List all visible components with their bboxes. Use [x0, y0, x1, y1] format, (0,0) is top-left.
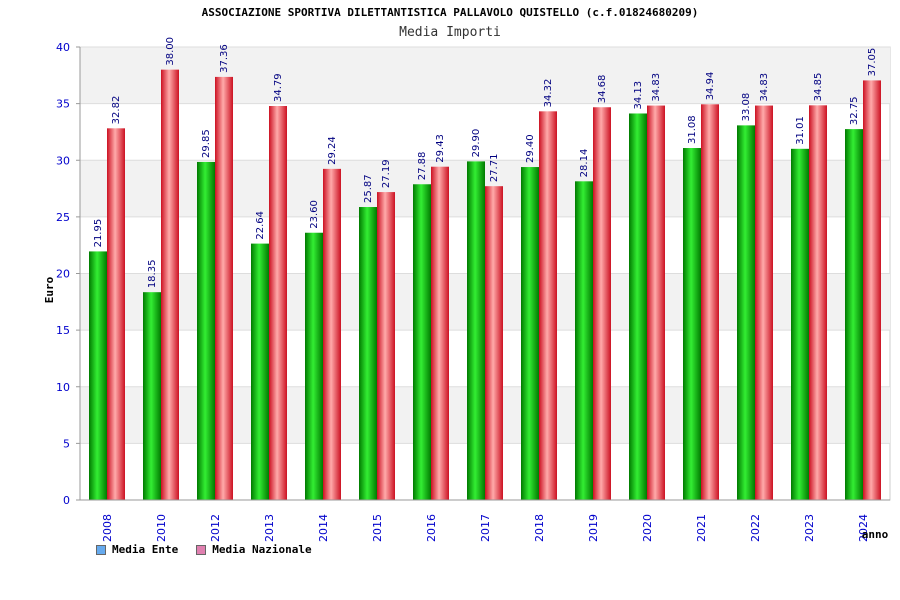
- y-tick-label: 35: [56, 98, 70, 111]
- bar-media-ente: [791, 148, 809, 500]
- y-tick-label: 10: [56, 381, 70, 394]
- data-label: 38.00: [165, 37, 176, 66]
- x-tick-label: 2024: [857, 514, 870, 542]
- chart-title: ASSOCIAZIONE SPORTIVA DILETTANTISTICA PA…: [201, 6, 699, 19]
- legend-swatch-nazionale: [196, 544, 207, 555]
- x-tick-label: 2014: [317, 514, 330, 542]
- data-label: 34.13: [633, 81, 644, 110]
- bar-media-ente: [305, 232, 323, 501]
- bar-media-ente: [89, 251, 107, 500]
- x-tick-label: 2020: [641, 514, 654, 542]
- bar-media-ente: [845, 129, 863, 500]
- y-tick-label: 25: [56, 211, 70, 224]
- y-tick-label: 0: [63, 494, 70, 507]
- bars-group: [89, 69, 881, 501]
- bar-media-nazionale: [755, 105, 773, 501]
- data-label: 34.68: [597, 75, 608, 104]
- bar-media-nazionale: [701, 104, 719, 500]
- bar-media-nazionale: [161, 69, 179, 501]
- data-label: 27.88: [417, 152, 428, 181]
- x-tick-label: 2013: [263, 514, 276, 542]
- data-label: 32.82: [111, 96, 122, 125]
- legend-label-ente: Media Ente: [112, 543, 179, 556]
- x-tick-label: 2018: [533, 514, 546, 542]
- data-label: 29.85: [201, 129, 212, 158]
- data-label: 27.19: [381, 159, 392, 188]
- bar-media-ente: [251, 243, 269, 501]
- axes-group: 0 5 10 15 20 25 30 35 40 2008 2010 2012 2013 2014 2015…: [56, 41, 890, 542]
- legend-label-nazionale: Media Nazionale: [212, 543, 312, 556]
- data-label: 25.87: [363, 174, 374, 203]
- data-label: 29.40: [525, 134, 536, 163]
- y-tick-label: 30: [56, 154, 70, 167]
- bar-media-nazionale: [431, 166, 449, 500]
- bar-media-ente: [737, 125, 755, 500]
- bar-media-nazionale: [377, 192, 395, 501]
- bar-media-ente: [359, 207, 377, 500]
- data-label: 34.83: [759, 73, 770, 102]
- data-label: 23.60: [309, 200, 320, 229]
- bar-media-ente: [683, 148, 701, 501]
- bar-media-nazionale: [323, 168, 341, 500]
- bar-media-nazionale: [269, 106, 287, 501]
- legend-swatch-ente: [96, 544, 106, 555]
- data-label: 22.64: [255, 211, 266, 240]
- bar-media-ente: [143, 292, 161, 500]
- bar-media-nazionale: [485, 186, 503, 500]
- data-label: 37.36: [219, 44, 230, 73]
- data-label: 29.43: [435, 134, 446, 163]
- data-label: 28.14: [579, 149, 590, 178]
- y-tick-label: 20: [56, 268, 70, 281]
- bar-media-ente: [197, 161, 215, 501]
- x-tick-label: 2023: [803, 514, 816, 542]
- y-axis-title: Euro: [43, 276, 56, 303]
- data-label: 29.90: [471, 129, 482, 158]
- x-tick-label: 2015: [371, 514, 384, 542]
- x-tick-label: 2010: [155, 514, 168, 542]
- data-label: 21.95: [93, 219, 104, 248]
- bar-media-nazionale: [863, 80, 881, 500]
- bar-media-nazionale: [107, 128, 125, 500]
- x-tick-label: 2019: [587, 514, 600, 542]
- x-tick-label: 2016: [425, 514, 438, 542]
- data-label: 32.75: [849, 96, 860, 125]
- legend-item-ente: Media Ente: [96, 543, 178, 556]
- data-label: 31.08: [687, 115, 698, 144]
- x-tick-label: 2021: [695, 514, 708, 542]
- data-label: 33.08: [741, 93, 752, 122]
- data-label: 37.05: [867, 48, 878, 77]
- data-label: 29.24: [327, 136, 338, 165]
- bar-media-nazionale: [647, 105, 665, 501]
- x-axis-title: anno: [862, 528, 889, 541]
- data-label: 27.71: [489, 154, 500, 183]
- bar-media-ente: [467, 161, 485, 500]
- data-label: 31.01: [795, 116, 806, 145]
- x-tick-label: 2022: [749, 514, 762, 542]
- data-label: 34.94: [705, 72, 716, 101]
- bar-media-nazionale: [215, 76, 233, 500]
- x-tick-label: 2012: [209, 514, 222, 542]
- legend-item-nazionale: Media Nazionale: [196, 543, 312, 556]
- x-tick-label: 2008: [101, 514, 114, 542]
- bar-media-ente: [575, 181, 593, 500]
- bar-media-ente: [629, 113, 647, 500]
- y-tick-label: 5: [63, 437, 70, 450]
- data-label: 34.85: [813, 73, 824, 102]
- legend: Media Ente Media Nazionale: [96, 543, 312, 556]
- bar-media-ente: [413, 184, 431, 500]
- chart-subtitle: Media Importi: [399, 25, 501, 40]
- data-label: 34.83: [651, 73, 662, 102]
- data-labels-group: 21.95 32.82 18.35 38.00 29.85 37.36 22.64 34.79…: [93, 37, 878, 288]
- data-label: 18.35: [147, 260, 158, 289]
- bar-media-nazionale: [809, 105, 827, 500]
- data-label: 34.32: [543, 79, 554, 108]
- bar-media-nazionale: [593, 107, 611, 501]
- bar-media-ente: [521, 167, 539, 501]
- bar-media-nazionale: [539, 111, 557, 501]
- data-label: 34.79: [273, 73, 284, 102]
- y-tick-label: 40: [56, 41, 70, 54]
- x-tick-label: 2017: [479, 514, 492, 542]
- y-tick-label: 15: [56, 324, 70, 337]
